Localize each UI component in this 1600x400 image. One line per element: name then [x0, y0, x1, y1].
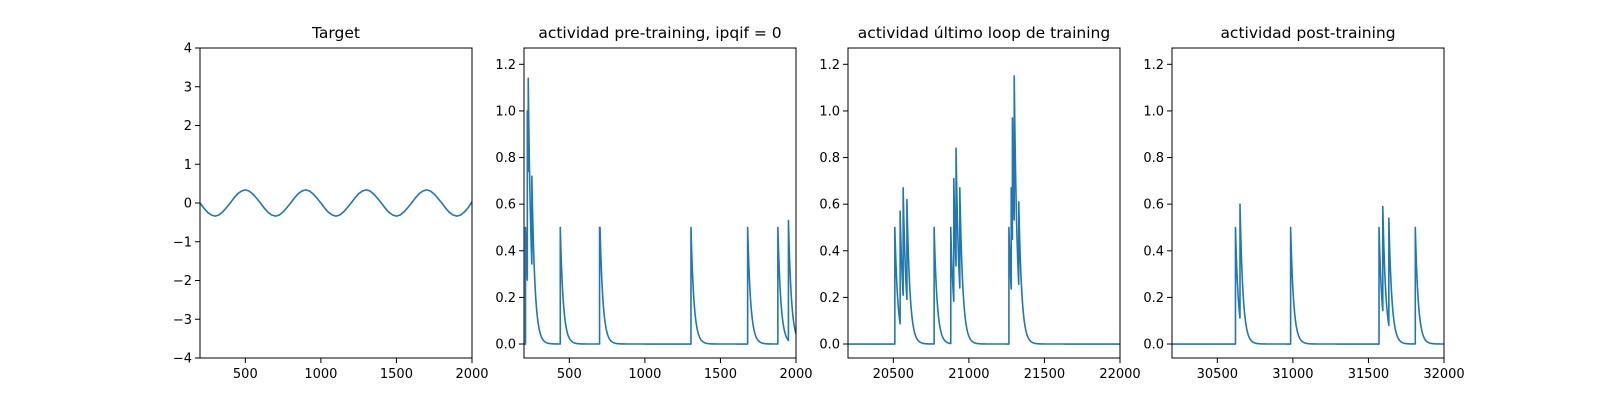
- y-tick-label: 0.8: [819, 151, 840, 166]
- y-tick-label: 0.0: [495, 338, 516, 353]
- y-tick-label: 2: [184, 119, 192, 134]
- y-tick-label: 1.2: [495, 58, 516, 73]
- panel-pre-training: actividad pre-training, ipqif = 0 500 100…: [495, 24, 812, 382]
- chart-title-post-training: actividad post-training: [1220, 24, 1395, 42]
- y-tick-label: 0.2: [1143, 291, 1164, 306]
- y-tick-label: −4: [173, 352, 192, 367]
- y-tick-label: 0.6: [495, 198, 516, 213]
- x-axis-last-training-loop: 20500 21000 21500 22000: [873, 358, 1141, 382]
- y-tick-label: 0.2: [819, 291, 840, 306]
- x-tick-label: 500: [233, 367, 258, 382]
- x-tick-label: 32000: [1423, 367, 1464, 382]
- y-tick-label: 1.0: [819, 104, 840, 119]
- y-tick-label: 0.0: [1143, 338, 1164, 353]
- y-tick-label: 0.2: [495, 291, 516, 306]
- chart-title-last-training-loop: actividad último loop de training: [858, 24, 1110, 42]
- y-tick-label: 1.0: [1143, 104, 1164, 119]
- y-axis-last-training-loop: 0.0 0.2 0.4 0.6 0.8 1.0 1.2: [819, 58, 848, 353]
- y-tick-label: 0.6: [1143, 198, 1164, 213]
- plot-area-pre-training: [524, 77, 796, 345]
- axes-frame-post-training: [1171, 47, 1445, 359]
- chart-title-pre-training: actividad pre-training, ipqif = 0: [538, 24, 781, 42]
- x-tick-label: 21500: [1024, 367, 1065, 382]
- y-tick-label: 0: [184, 197, 192, 212]
- y-tick-label: 0.8: [1143, 151, 1164, 166]
- axes-frame-pre-training: [523, 47, 797, 359]
- x-tick-label: 31000: [1272, 367, 1313, 382]
- y-tick-label: −1: [173, 235, 192, 250]
- series-line: [848, 75, 1120, 345]
- plot-area-last-training-loop: [848, 75, 1120, 345]
- x-axis-post-training: 30500 31000 31500 32000: [1197, 358, 1465, 382]
- x-tick-label: 21000: [948, 367, 989, 382]
- y-tick-label: −2: [173, 274, 192, 289]
- x-tick-label: 20500: [873, 367, 914, 382]
- x-tick-label: 1500: [380, 367, 413, 382]
- series-line: [200, 189, 472, 217]
- y-tick-label: 1: [184, 158, 192, 173]
- panel-target: Target 500 1000 1500 2000 −4 −3 −2 −1 0 1 2 3 4: [173, 24, 489, 382]
- plot-area-target: [200, 189, 472, 217]
- x-axis-target: 500 1000 1500 2000: [233, 358, 489, 382]
- y-axis-post-training: 0.0 0.2 0.4 0.6 0.8 1.0 1.2: [1143, 58, 1172, 353]
- plot-area-post-training: [1172, 203, 1444, 345]
- axes-frame-last-training-loop: [847, 47, 1121, 359]
- y-tick-label: −3: [173, 313, 192, 328]
- y-axis-target: −4 −3 −2 −1 0 1 2 3 4: [173, 42, 200, 367]
- y-tick-label: 1.0: [495, 104, 516, 119]
- y-tick-label: 0.0: [819, 338, 840, 353]
- y-tick-label: 0.6: [819, 198, 840, 213]
- y-tick-label: 1.2: [1143, 58, 1164, 73]
- series-line: [1172, 203, 1444, 345]
- panel-post-training: actividad post-training 30500 31000 31500 3…: [1143, 24, 1464, 382]
- x-axis-pre-training: 500 1000 1500 2000: [557, 358, 813, 382]
- y-tick-label: 1.2: [819, 58, 840, 73]
- x-tick-label: 30500: [1197, 367, 1238, 382]
- x-tick-label: 1500: [704, 367, 737, 382]
- x-tick-label: 22000: [1099, 367, 1140, 382]
- y-axis-pre-training: 0.0 0.2 0.4 0.6 0.8 1.0 1.2: [495, 58, 524, 353]
- y-tick-label: 0.4: [819, 244, 840, 259]
- y-tick-label: 0.4: [1143, 244, 1164, 259]
- x-tick-label: 2000: [779, 367, 812, 382]
- x-tick-label: 500: [557, 367, 582, 382]
- series-line: [524, 77, 796, 345]
- x-tick-label: 1000: [304, 367, 337, 382]
- y-tick-label: 4: [184, 42, 192, 57]
- x-tick-label: 31500: [1348, 367, 1389, 382]
- x-tick-label: 1000: [628, 367, 661, 382]
- chart-title-target: Target: [311, 24, 360, 42]
- x-tick-label: 2000: [455, 367, 488, 382]
- y-tick-label: 0.4: [495, 244, 516, 259]
- panel-last-training-loop: actividad último loop de training 20500 2…: [819, 24, 1140, 382]
- y-tick-label: 3: [184, 80, 192, 95]
- y-tick-label: 0.8: [495, 151, 516, 166]
